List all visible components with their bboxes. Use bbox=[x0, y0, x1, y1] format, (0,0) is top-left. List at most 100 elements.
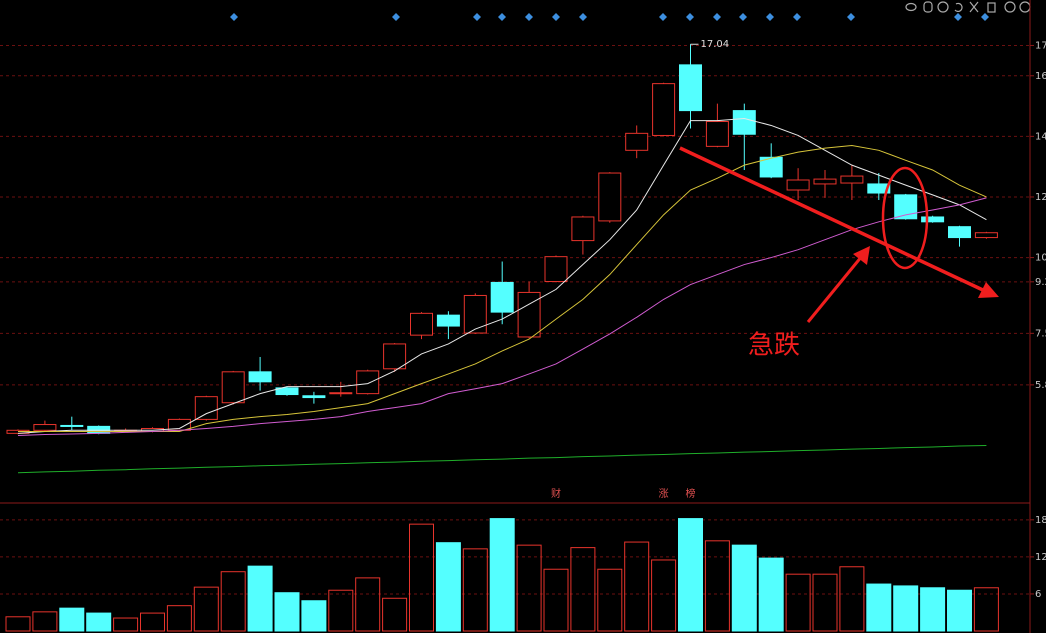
marker bbox=[552, 13, 560, 21]
volume-bar bbox=[5, 616, 31, 632]
candle-body bbox=[625, 132, 649, 151]
volume-bar bbox=[355, 577, 381, 632]
volume-bar bbox=[570, 547, 596, 632]
candle-body bbox=[974, 232, 998, 239]
signal-markers bbox=[230, 13, 989, 21]
marker bbox=[954, 13, 962, 21]
volume-bar bbox=[382, 597, 408, 632]
volume-bar bbox=[866, 583, 892, 632]
marker bbox=[473, 13, 481, 21]
candle-body bbox=[948, 226, 971, 239]
candle-body bbox=[60, 424, 84, 427]
candle-body bbox=[221, 371, 245, 404]
marker bbox=[766, 13, 774, 21]
candle-body bbox=[705, 121, 729, 147]
volume-bar bbox=[543, 568, 569, 632]
volume-bar bbox=[678, 518, 703, 632]
candle-body bbox=[759, 156, 783, 178]
volume-bar bbox=[301, 600, 327, 632]
volume-bar bbox=[462, 548, 488, 632]
volume-bar bbox=[973, 587, 999, 632]
candle-body bbox=[275, 387, 299, 396]
candle-body bbox=[544, 256, 568, 283]
y-tick-label: 18 bbox=[1035, 515, 1046, 526]
marker bbox=[525, 13, 533, 21]
marker bbox=[230, 13, 238, 21]
candle-body bbox=[813, 178, 837, 185]
candle-body bbox=[356, 370, 380, 395]
candle-body bbox=[732, 110, 756, 135]
volume-bar bbox=[274, 592, 300, 632]
y-tick-label: 14 bbox=[1035, 131, 1046, 142]
volume-bar bbox=[435, 542, 461, 632]
candle-body bbox=[383, 343, 407, 370]
marker bbox=[739, 13, 747, 21]
hand-icon[interactable] bbox=[923, 1, 933, 13]
volume-bar bbox=[166, 605, 192, 632]
candle-body bbox=[463, 294, 487, 334]
pointer-arrow bbox=[806, 255, 864, 323]
candle-body bbox=[786, 179, 810, 191]
event-label: 榜 bbox=[686, 487, 696, 500]
volume-bar bbox=[758, 557, 784, 632]
y-tick-label: 6 bbox=[1035, 589, 1041, 600]
candle-body bbox=[194, 396, 218, 420]
candle-body bbox=[517, 291, 541, 338]
play-icon[interactable] bbox=[937, 1, 949, 13]
marker bbox=[686, 13, 694, 21]
volume-bar bbox=[193, 586, 219, 632]
marker bbox=[793, 13, 801, 21]
y-tick-label: 10 bbox=[1035, 253, 1046, 264]
candle-body bbox=[571, 216, 595, 242]
volume-bar bbox=[704, 540, 730, 632]
arrow-head bbox=[978, 282, 999, 298]
volume-bar bbox=[651, 559, 677, 632]
candle-body bbox=[598, 172, 622, 222]
highlight-ellipse bbox=[881, 166, 929, 270]
max-label: 17.04 bbox=[701, 39, 730, 50]
candle-body bbox=[33, 424, 57, 431]
annotation: 急跌 bbox=[748, 331, 800, 361]
candle-body bbox=[490, 281, 514, 313]
volume-bar bbox=[597, 568, 623, 632]
plot-area: 17 16 14 12 10 9.2 7.5 5.8 18 12 6 17.04 财 涨 榜 bbox=[0, 39, 1046, 632]
candle-body bbox=[894, 194, 918, 220]
undo-icon[interactable] bbox=[954, 2, 963, 13]
cut-icon[interactable] bbox=[969, 1, 979, 13]
volume-bar bbox=[328, 589, 354, 632]
volume-bar bbox=[489, 518, 515, 632]
view-icon[interactable] bbox=[905, 2, 917, 12]
volume-bar bbox=[785, 573, 811, 632]
marker bbox=[392, 13, 400, 21]
y-tick-label: 5.8 bbox=[1035, 380, 1046, 391]
volume-bar bbox=[220, 571, 246, 632]
zoom-in-icon[interactable] bbox=[1004, 1, 1016, 13]
volume-bar bbox=[247, 565, 273, 632]
moving-average bbox=[17, 197, 987, 436]
marker bbox=[498, 13, 506, 21]
event-label: 涨 bbox=[659, 488, 669, 500]
y-tick-label: 12 bbox=[1035, 552, 1046, 563]
y-tick-label: 16 bbox=[1035, 71, 1046, 82]
marker bbox=[847, 13, 855, 21]
y-tick-label: 12 bbox=[1035, 192, 1046, 203]
moving-average bbox=[17, 117, 987, 434]
marker bbox=[713, 13, 721, 21]
volume-bar bbox=[812, 573, 838, 632]
candle-body bbox=[867, 183, 891, 194]
volume-bar bbox=[32, 611, 58, 632]
candle-body bbox=[436, 314, 460, 327]
candle-body bbox=[410, 312, 433, 336]
y-tick-label: 7.5 bbox=[1035, 328, 1046, 339]
volume-bar bbox=[624, 541, 650, 632]
zoom-out-icon[interactable] bbox=[1019, 1, 1031, 13]
marker bbox=[981, 13, 989, 21]
y-tick-label: 17 bbox=[1035, 40, 1046, 51]
volume-bar bbox=[409, 523, 434, 632]
annotation-shapes bbox=[679, 146, 999, 323]
volume-bar bbox=[947, 589, 972, 632]
trend-arrow bbox=[679, 146, 986, 293]
copy-icon[interactable] bbox=[987, 2, 996, 13]
